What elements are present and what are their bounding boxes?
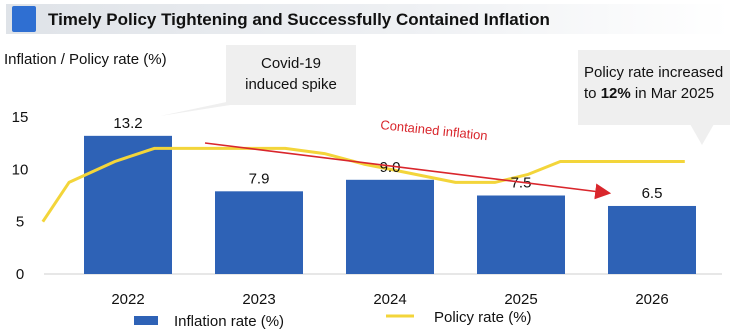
policy-callout-line2: to 12% in Mar 2025: [584, 83, 730, 104]
y-axis-title: Inflation / Policy rate (%): [4, 51, 167, 68]
policy-callout: Policy rate increased to 12% in Mar 2025: [578, 50, 730, 125]
title-bar: [6, 4, 730, 34]
legend-swatch-inflation: [134, 316, 158, 325]
data-label-2022: 13.2: [113, 115, 142, 132]
legend-label-inflation: Inflation rate (%): [174, 313, 284, 330]
chart-title: Timely Policy Tightening and Successfull…: [48, 10, 550, 29]
bar-2026: [608, 205, 696, 274]
bar-2022: [84, 135, 172, 274]
covid-callout: Covid-19 induced spike: [226, 45, 356, 105]
x-tick-label-2025: 2025: [504, 291, 537, 308]
policy-callout-line1: Policy rate increased: [584, 64, 724, 81]
y-tick-label-3: 15: [12, 109, 29, 126]
bar-2024: [346, 179, 434, 274]
policy-callout-post: in Mar 2025: [630, 85, 715, 102]
covid-callout-text: Covid-19 induced spike: [245, 55, 337, 93]
policy-callout-value: 12%: [600, 85, 631, 102]
bar-2023: [215, 191, 303, 274]
title-accent-block: [12, 6, 36, 32]
policy-callout-tail: [690, 124, 714, 145]
data-label-2026: 6.5: [642, 185, 663, 202]
x-tick-label-2024: 2024: [373, 291, 406, 308]
legend-label-policy: Policy rate (%): [434, 309, 532, 326]
bar-2025: [477, 195, 565, 274]
y-tick-label-1: 5: [16, 214, 24, 231]
policy-callout-pre: to: [584, 85, 601, 102]
y-tick-label-0: 0: [16, 266, 24, 283]
x-tick-label-2023: 2023: [242, 291, 275, 308]
y-tick-label-2: 10: [12, 161, 29, 178]
trend-annotation: Contained inflation: [380, 117, 489, 143]
data-label-2024: 9.0: [380, 159, 401, 176]
x-tick-label-2022: 2022: [111, 291, 144, 308]
x-tick-label-2026: 2026: [635, 291, 668, 308]
policy-rate-line: [41, 146, 685, 223]
trend-arrow: [204, 142, 612, 200]
data-label-2023: 7.9: [249, 170, 270, 187]
